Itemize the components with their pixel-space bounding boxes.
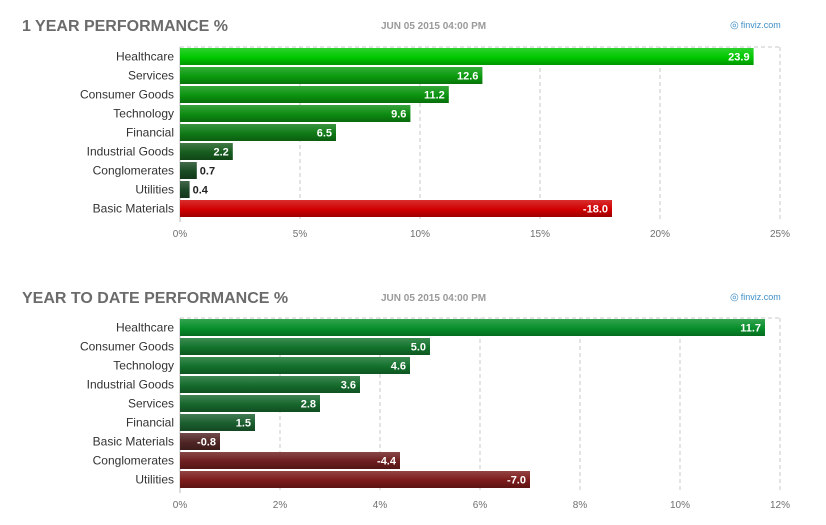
source-label: finviz.com (740, 20, 781, 30)
value-label: 1.5 (236, 418, 251, 430)
x-tick-label: 0% (173, 229, 188, 240)
x-tick-label: 8% (573, 500, 588, 511)
bar (180, 48, 754, 65)
bar (180, 471, 530, 488)
bar (180, 376, 360, 393)
category-label: Services (128, 69, 174, 83)
x-tick-label: 0% (173, 500, 188, 511)
value-label: 12.6 (457, 71, 478, 83)
bar (180, 319, 765, 336)
category-label: Services (128, 397, 174, 411)
bar (180, 357, 410, 374)
value-label: 3.6 (341, 380, 356, 392)
category-label: Healthcare (116, 50, 174, 64)
x-tick-label: 6% (473, 500, 488, 511)
category-label: Consumer Goods (80, 88, 174, 102)
value-label: 0.7 (200, 166, 215, 178)
category-label: Technology (113, 359, 174, 373)
bar (180, 395, 320, 412)
bar (180, 414, 255, 431)
timestamp: JUN 05 2015 04:00 PM (381, 293, 487, 304)
timestamp: JUN 05 2015 04:00 PM (381, 21, 487, 32)
value-label: 2.2 (214, 147, 229, 159)
source-link[interactable]: ◎ finviz.com (730, 20, 781, 31)
bar (180, 143, 233, 160)
ytd-bar-chart: 0% 2% 4% 6% 8% 10% 12% Healthcare 11.7 Consumer G… (80, 317, 790, 511)
x-tick-label: 4% (373, 500, 388, 511)
bar (180, 338, 430, 355)
bar (180, 105, 411, 122)
x-tick-label: 25% (770, 229, 790, 240)
bar (180, 86, 449, 103)
value-label: -18.0 (583, 204, 608, 216)
panel-title: 1 YEAR PERFORMANCE % (22, 18, 228, 35)
one-year-performance-panel: 1 YEAR PERFORMANCE % JUN 05 2015 04:00 P… (0, 0, 826, 262)
value-label: 23.9 (728, 52, 749, 64)
category-label: Consumer Goods (80, 340, 174, 354)
finviz-logo-icon: ◎ (730, 292, 739, 303)
category-label: Healthcare (116, 321, 174, 335)
x-tick-label: 10% (410, 229, 430, 240)
category-label: Conglomerates (93, 454, 174, 468)
x-tick-label: 12% (770, 500, 790, 511)
bar (180, 67, 483, 84)
finviz-logo-icon: ◎ (730, 20, 739, 31)
category-label: Basic Materials (93, 202, 174, 216)
category-label: Industrial Goods (87, 378, 174, 392)
ytd-performance-panel: YEAR TO DATE PERFORMANCE % JUN 05 2015 0… (0, 271, 826, 525)
x-tick-label: 20% (650, 229, 670, 240)
bar (180, 181, 190, 198)
category-label: Technology (113, 107, 174, 121)
source-label: finviz.com (740, 292, 781, 302)
bar (180, 200, 612, 217)
value-label: 4.6 (391, 361, 406, 373)
value-label: 11.2 (424, 90, 445, 102)
value-label: 2.8 (301, 399, 316, 411)
value-label: 9.6 (391, 109, 406, 121)
category-label: Conglomerates (93, 164, 174, 178)
category-label: Basic Materials (93, 435, 174, 449)
bar (180, 452, 400, 469)
one-year-bar-chart: 0% 5% 10% 15% 20% 25% Healthcare 23.9 Services 12… (80, 46, 790, 240)
value-label: -0.8 (197, 437, 216, 449)
value-label: 0.4 (193, 185, 209, 197)
value-label: -7.0 (507, 475, 526, 487)
bar (180, 124, 336, 141)
value-label: 11.7 (740, 323, 761, 335)
value-label: 5.0 (411, 342, 426, 354)
bar (180, 162, 197, 179)
bar (180, 433, 220, 450)
source-link[interactable]: ◎ finviz.com (730, 292, 781, 303)
category-label: Utilities (135, 473, 174, 487)
x-tick-label: 10% (670, 500, 690, 511)
category-label: Utilities (135, 183, 174, 197)
value-label: -4.4 (377, 456, 397, 468)
x-tick-label: 2% (273, 500, 288, 511)
x-tick-label: 15% (530, 229, 550, 240)
panel-title: YEAR TO DATE PERFORMANCE % (22, 290, 289, 307)
value-label: 6.5 (317, 128, 332, 140)
category-label: Financial (126, 126, 174, 140)
x-tick-label: 5% (293, 229, 308, 240)
category-label: Industrial Goods (87, 145, 174, 159)
category-label: Financial (126, 416, 174, 430)
